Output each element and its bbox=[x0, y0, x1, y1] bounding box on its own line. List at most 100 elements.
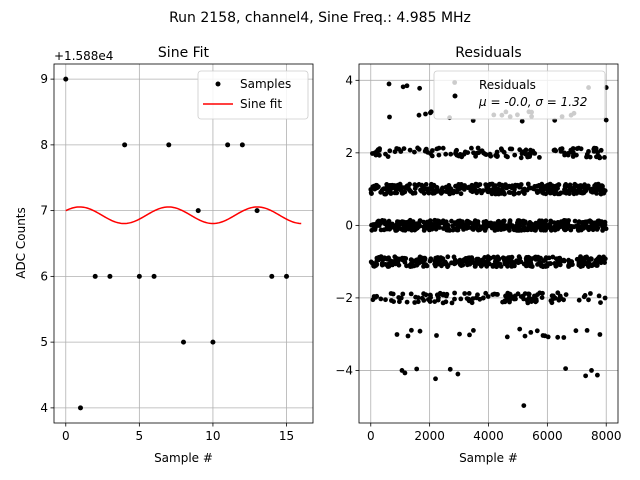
residual-point bbox=[424, 263, 430, 269]
residual-point bbox=[444, 291, 450, 297]
residual-point bbox=[533, 220, 539, 226]
residual-point bbox=[409, 225, 415, 231]
residual-point bbox=[602, 256, 608, 262]
residual-point bbox=[421, 264, 426, 269]
residual-point bbox=[505, 260, 511, 266]
residual-point bbox=[517, 147, 523, 153]
residual-point bbox=[385, 264, 391, 269]
residual-point bbox=[555, 260, 561, 265]
residual-point bbox=[377, 152, 382, 158]
residual-point bbox=[439, 262, 444, 268]
residual-point bbox=[391, 299, 396, 304]
sample-point bbox=[136, 273, 142, 279]
residual-point bbox=[514, 258, 519, 264]
residual-point bbox=[397, 299, 402, 305]
residual-point bbox=[467, 220, 473, 226]
y-tick-label: 8 bbox=[40, 138, 48, 152]
residual-point bbox=[400, 291, 406, 297]
x-tick-label: 0 bbox=[367, 429, 375, 443]
residual-point bbox=[442, 261, 448, 267]
residual-point bbox=[443, 299, 449, 305]
residual-point bbox=[452, 260, 458, 265]
residual-point bbox=[517, 255, 523, 261]
residual-point bbox=[421, 291, 426, 297]
residual-point bbox=[469, 182, 475, 188]
residual-point bbox=[440, 185, 445, 191]
residual-point bbox=[596, 293, 602, 299]
residual-point bbox=[584, 328, 590, 333]
residual-point bbox=[415, 145, 420, 151]
residual-point bbox=[493, 191, 498, 197]
residual-point bbox=[411, 263, 417, 269]
residual-point bbox=[580, 190, 586, 195]
legend-samples-label: Samples bbox=[240, 77, 291, 91]
legend-residuals-stats: μ = -0.0, σ = 1.32 bbox=[478, 95, 587, 109]
residual-point bbox=[522, 219, 528, 225]
residual-point bbox=[398, 295, 404, 301]
residual-point bbox=[547, 190, 553, 196]
residual-point bbox=[499, 188, 505, 194]
residual-point bbox=[575, 187, 581, 193]
residual-point bbox=[562, 152, 567, 158]
residual-point bbox=[578, 261, 584, 266]
residual-point bbox=[558, 296, 564, 301]
x-tick-label: 6000 bbox=[532, 429, 563, 443]
residual-point bbox=[528, 185, 533, 191]
residual-point bbox=[567, 182, 573, 188]
residual-point bbox=[370, 297, 376, 303]
y-tick-label: 9 bbox=[40, 72, 48, 86]
residual-outlier-point bbox=[400, 84, 406, 90]
residual-point bbox=[545, 334, 551, 340]
residual-point bbox=[528, 330, 534, 335]
sample-point bbox=[181, 339, 186, 345]
residual-point bbox=[466, 296, 471, 302]
residual-point bbox=[427, 258, 433, 264]
residual-point bbox=[570, 154, 576, 159]
residuals-xlabel: Sample # bbox=[459, 451, 518, 465]
residual-point bbox=[479, 190, 484, 196]
residual-outlier-point bbox=[402, 370, 408, 376]
residual-point bbox=[461, 183, 467, 189]
residual-point bbox=[470, 296, 476, 301]
residual-point bbox=[449, 260, 454, 266]
sample-point bbox=[63, 76, 69, 82]
sample-point bbox=[166, 142, 172, 148]
residual-point bbox=[440, 145, 446, 151]
residual-point bbox=[401, 146, 407, 152]
residual-point bbox=[467, 332, 472, 338]
residual-point bbox=[562, 187, 567, 193]
residual-point bbox=[370, 151, 375, 156]
residual-point bbox=[576, 297, 582, 303]
residual-point bbox=[593, 257, 599, 263]
residual-point bbox=[539, 218, 545, 224]
residual-point bbox=[434, 223, 439, 229]
residual-point bbox=[540, 333, 546, 338]
residual-point bbox=[412, 300, 418, 305]
residual-point bbox=[523, 147, 529, 153]
residual-point bbox=[494, 149, 500, 155]
y-tick-label: 0 bbox=[345, 218, 353, 232]
residual-point bbox=[497, 261, 503, 267]
residual-point bbox=[488, 220, 493, 226]
residual-point bbox=[598, 147, 604, 153]
residual-point bbox=[402, 224, 407, 230]
residual-point bbox=[379, 218, 385, 223]
residual-point bbox=[423, 182, 429, 187]
residual-point bbox=[415, 299, 421, 305]
residual-point bbox=[468, 257, 473, 263]
residual-point bbox=[378, 296, 384, 302]
residual-point bbox=[504, 334, 510, 340]
residual-point bbox=[555, 290, 561, 296]
residual-point bbox=[420, 184, 426, 190]
residual-point bbox=[395, 220, 401, 226]
residual-point bbox=[370, 184, 376, 190]
residual-point bbox=[399, 219, 405, 225]
residual-point bbox=[566, 257, 571, 263]
residual-point bbox=[461, 257, 466, 263]
residual-point bbox=[502, 258, 507, 263]
residual-point bbox=[414, 257, 419, 263]
residual-point bbox=[477, 296, 483, 302]
residual-point bbox=[540, 222, 546, 228]
residual-point bbox=[548, 227, 554, 233]
residual-point bbox=[471, 150, 476, 156]
